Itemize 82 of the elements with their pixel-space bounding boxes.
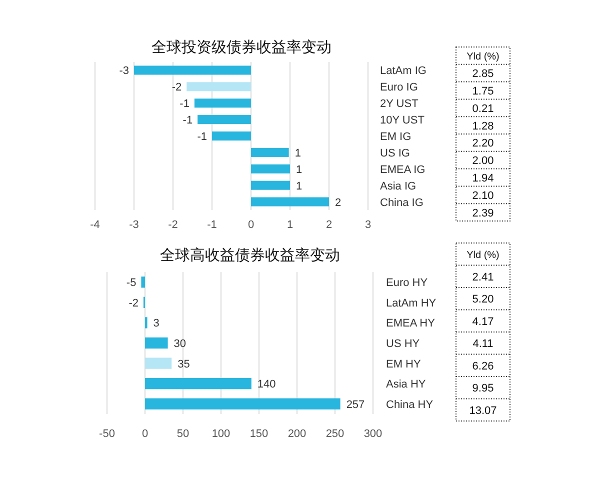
data-label: 1 — [294, 147, 301, 160]
bar — [145, 337, 168, 349]
text: 1.94 — [472, 172, 494, 184]
x-tick-label: -3 — [129, 219, 139, 231]
bar — [212, 131, 251, 141]
y-tick-label: Euro HY — [386, 277, 428, 290]
bar — [141, 276, 145, 288]
y-tick-label: Asia HY — [386, 378, 426, 391]
y-tick-label: China IG — [380, 196, 424, 209]
text: 1.75 — [472, 86, 494, 98]
text: 4.17 — [472, 316, 494, 328]
x-tick-label: 3 — [364, 219, 372, 231]
data-label: -3 — [119, 65, 129, 78]
x-tick-label: 300 — [364, 428, 382, 440]
data-label: 1 — [296, 164, 302, 176]
text: 9.95 — [472, 382, 494, 395]
bar — [251, 180, 290, 190]
text: 6.26 — [472, 360, 494, 372]
text: 2.20 — [472, 138, 494, 150]
text: 13.07 — [469, 404, 497, 417]
data-label: 35 — [178, 358, 190, 370]
text: 2.85 — [472, 68, 494, 80]
bar — [198, 115, 251, 124]
data-label: -2 — [172, 82, 182, 94]
x-tick-label: -4 — [90, 219, 100, 231]
x-tick-label: 200 — [288, 428, 306, 440]
text: 2.39 — [472, 207, 494, 220]
y-tick-label: 2Y UST — [380, 98, 419, 110]
bar — [194, 98, 251, 108]
y-tick-label: EMEA HY — [386, 318, 436, 330]
x-tick-label: 250 — [326, 428, 344, 440]
bar — [251, 148, 289, 157]
bar — [145, 358, 172, 369]
data-label: 257 — [346, 398, 365, 411]
bar — [251, 197, 329, 206]
bar — [145, 398, 340, 410]
y-tick-label: EMEA IG — [380, 164, 426, 176]
x-tick-label: 150 — [250, 428, 268, 440]
y-tick-label: EM IG — [380, 131, 412, 143]
y-tick-label: LatAm HY — [386, 297, 437, 310]
data-label: 3 — [153, 318, 160, 330]
y-tick-label: LatAm IG — [380, 65, 426, 78]
y-tick-label: 10Y UST — [380, 114, 425, 127]
data-label: 2 — [335, 196, 342, 209]
y-tick-label: US IG — [380, 147, 410, 160]
data-label: -5 — [126, 277, 136, 290]
text: 2.10 — [472, 190, 494, 202]
data-label: -1 — [197, 131, 207, 143]
bar — [186, 82, 251, 92]
x-tick-label: -50 — [99, 428, 115, 440]
data-label: -1 — [182, 114, 193, 127]
bar — [251, 164, 290, 174]
y-tick-label: Asia IG — [380, 180, 416, 192]
bar — [134, 66, 251, 75]
text: 5.20 — [472, 294, 494, 306]
text: Yld (%) — [466, 250, 500, 262]
x-tick-label: 0 — [248, 219, 254, 231]
y-tick-label: EM HY — [386, 358, 422, 370]
x-tick-label: -2 — [168, 219, 178, 231]
text: 2.00 — [472, 155, 494, 168]
x-tick-label: 50 — [176, 428, 190, 440]
x-tick-label: 2 — [326, 219, 332, 231]
data-label: 140 — [257, 378, 276, 391]
x-tick-label: -1 — [207, 219, 217, 231]
text: 1.28 — [472, 120, 494, 132]
x-tick-label: 0 — [142, 428, 148, 440]
data-label: 1 — [296, 180, 302, 192]
data-label: -1 — [180, 98, 190, 110]
y-tick-label: US HY — [386, 338, 420, 350]
text: Yld (%) — [466, 52, 500, 63]
chart-title: 全球高收益债券收益率变动 — [160, 247, 340, 264]
y-tick-label: China HY — [386, 398, 434, 411]
x-tick-label: 100 — [212, 428, 230, 440]
chart-title: 全球投资级债券收益率变动 — [152, 39, 332, 56]
text: 2.41 — [472, 271, 494, 284]
x-tick-label: 1 — [286, 219, 294, 231]
data-label: 30 — [174, 338, 186, 350]
data-label: -2 — [128, 297, 138, 310]
y-tick-label: Euro IG — [380, 82, 418, 94]
bar — [145, 378, 252, 390]
text: 0.21 — [472, 102, 494, 115]
text: 4.11 — [472, 338, 494, 350]
